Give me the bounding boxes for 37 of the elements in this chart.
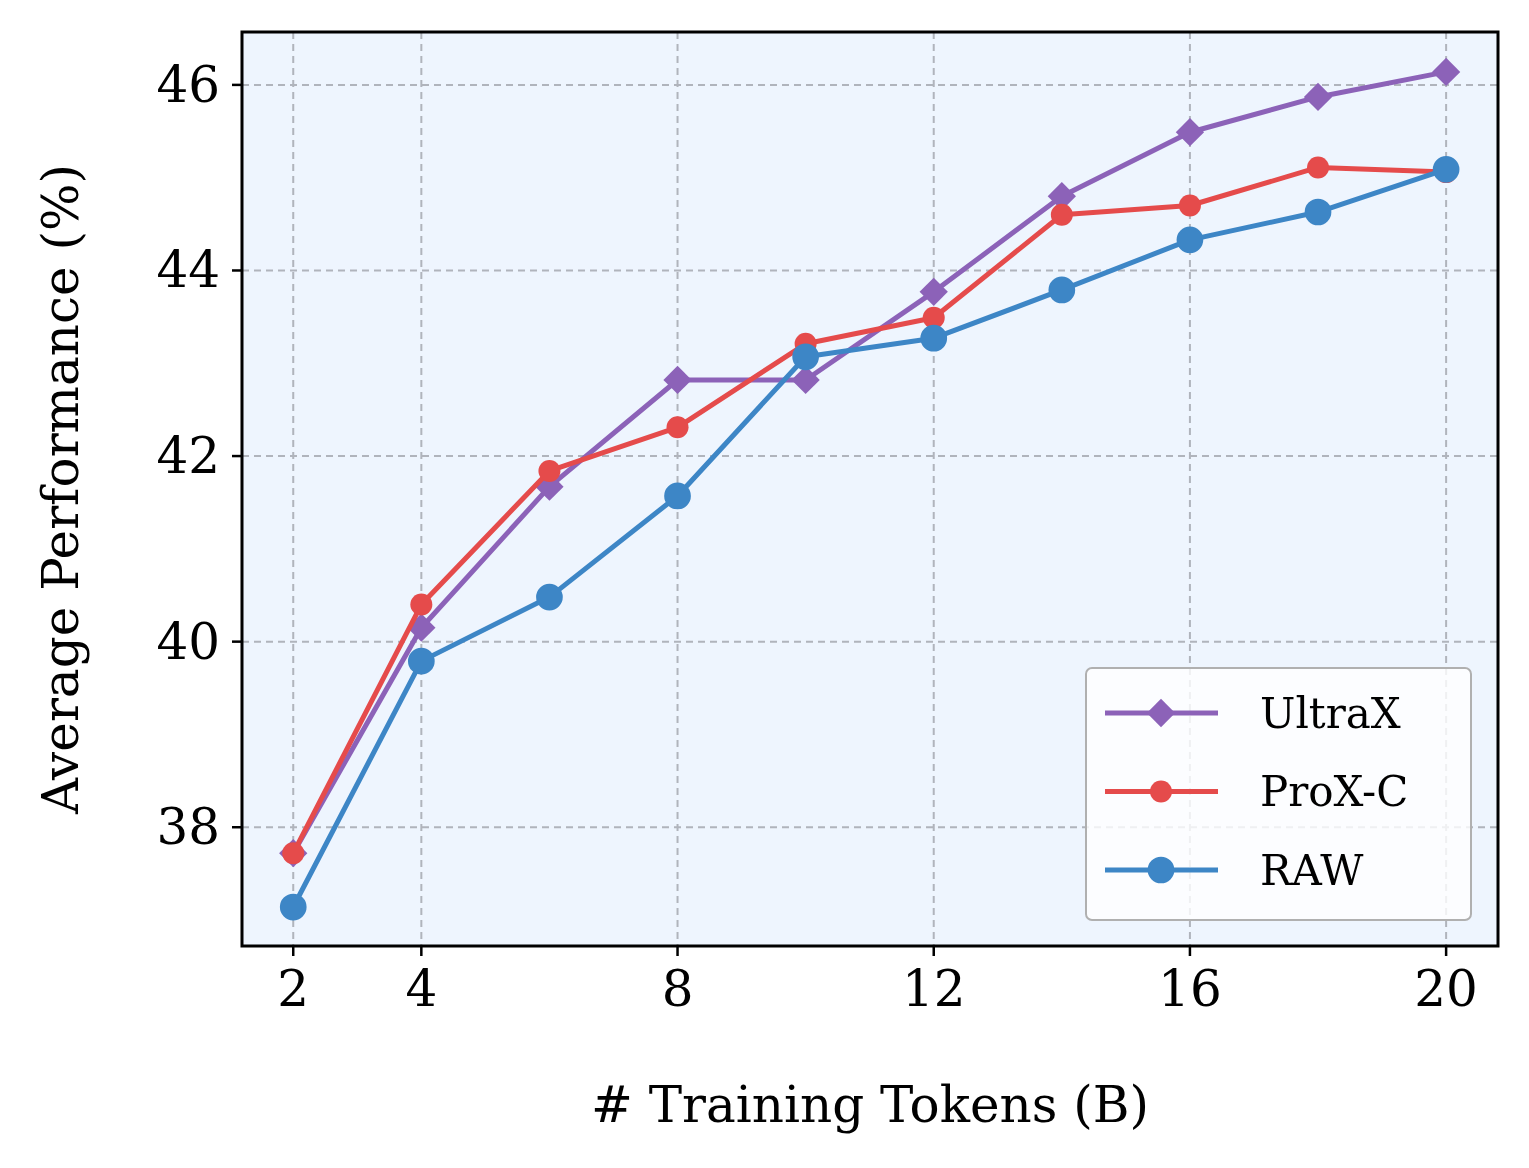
legend-label: ProX-C <box>1260 767 1409 816</box>
point <box>1431 57 1461 87</box>
point <box>410 593 433 616</box>
point <box>1175 118 1205 147</box>
x-tick-label: 4 <box>405 960 438 1018</box>
point <box>919 277 948 306</box>
point <box>538 459 561 482</box>
point <box>1432 156 1460 183</box>
point <box>1050 203 1073 226</box>
point <box>663 365 692 395</box>
x-axis-title: # Training Tokens (B) <box>590 1076 1150 1134</box>
y-tick-label: 38 <box>156 798 220 857</box>
y-axis-title: Average Performance (%) <box>32 164 90 815</box>
point <box>279 893 307 921</box>
x-tick-label: 12 <box>901 960 966 1018</box>
y-tick-label: 40 <box>156 612 220 671</box>
legend-label: UltraX <box>1260 688 1401 738</box>
x-tick-label: 16 <box>1158 960 1222 1018</box>
x-tick-label: 8 <box>661 960 694 1018</box>
point <box>1048 276 1076 304</box>
y-tick-label: 44 <box>156 241 220 300</box>
point <box>407 647 435 675</box>
point <box>1178 194 1201 217</box>
legend-label: RAW <box>1260 845 1365 895</box>
point <box>920 324 948 352</box>
point <box>1176 226 1204 254</box>
point <box>1304 198 1332 226</box>
point <box>536 583 563 611</box>
point <box>666 416 689 439</box>
x-tick-label: 2 <box>277 960 310 1018</box>
y-tick-label: 42 <box>156 427 220 486</box>
point <box>664 482 691 510</box>
point <box>1307 156 1330 179</box>
point <box>792 343 819 371</box>
point <box>1303 82 1333 112</box>
y-tick-label: 46 <box>156 55 220 114</box>
x-tick-label: 20 <box>1414 960 1478 1018</box>
